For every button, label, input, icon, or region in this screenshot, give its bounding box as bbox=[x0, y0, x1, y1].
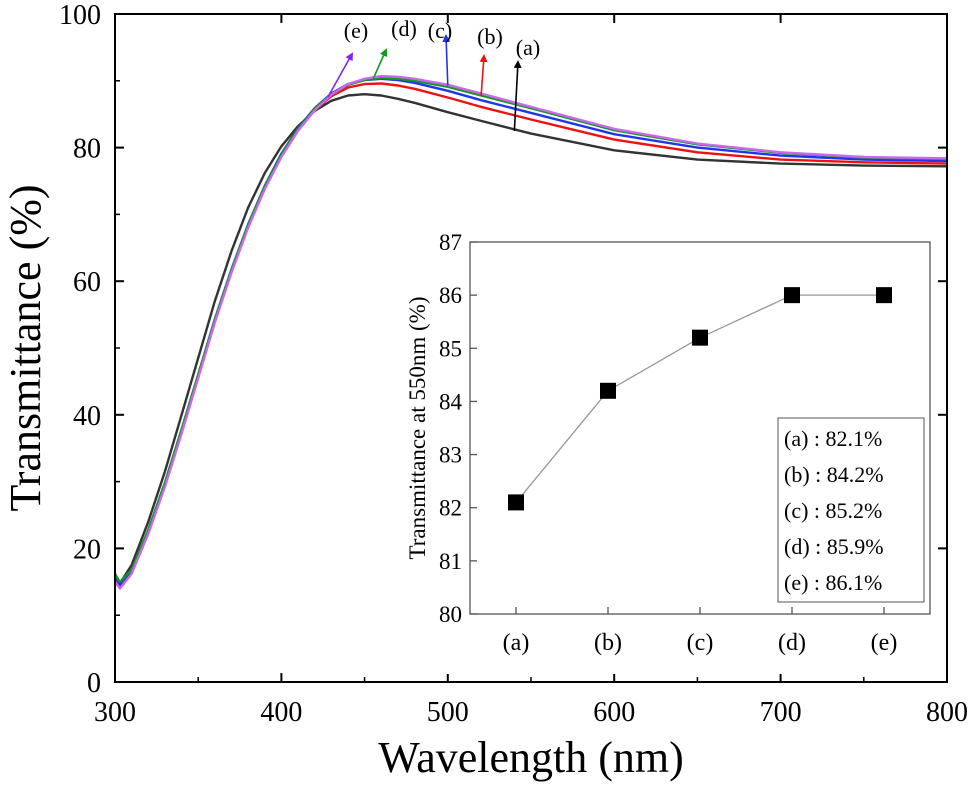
curve-annotations: (a) (b) (c) (d) (e) bbox=[327, 16, 540, 131]
inset-marker-d bbox=[784, 287, 800, 304]
annotation-arrow-c bbox=[442, 34, 451, 86]
inset-marker-a bbox=[508, 494, 524, 511]
legend-entry-c: (c) : 85.2% bbox=[784, 498, 882, 523]
y-tick-label: 40 bbox=[73, 401, 101, 432]
legend-entry-a: (a) : 82.1% bbox=[784, 426, 882, 451]
x-tick-label: 300 bbox=[94, 697, 136, 728]
inset-y-tick-label: 84 bbox=[439, 389, 463, 414]
inset-y-tick-label: 86 bbox=[439, 283, 462, 308]
inset-marker-b bbox=[600, 382, 616, 399]
series-line-e bbox=[114, 74, 948, 590]
inset-y-tick-label: 87 bbox=[439, 230, 462, 255]
inset-legend-box bbox=[777, 417, 925, 603]
annotation-arrow-d bbox=[372, 48, 388, 80]
annotation-label-a: (a) bbox=[516, 35, 540, 60]
inset-legend: (a) : 82.1% (b) : 84.2% (c) : 85.2% (d) … bbox=[777, 417, 925, 603]
y-tick-label: 60 bbox=[73, 267, 101, 298]
main-axis-ticks: 300 400 500 600 700 800 0 20 40 60 80 100 bbox=[59, 0, 968, 728]
inset-y-tick-label: 83 bbox=[439, 443, 462, 468]
inset-y-tick-label: 82 bbox=[439, 496, 462, 521]
annotation-arrow-e bbox=[327, 52, 353, 98]
series-line-a bbox=[113, 92, 948, 585]
inset-x-tick-label: (e) bbox=[871, 630, 898, 656]
y-tick-label: 0 bbox=[87, 668, 101, 699]
inset-x-tick-label: (a) bbox=[503, 630, 530, 656]
annotation-label-e: (e) bbox=[344, 18, 368, 43]
legend-entry-b: (b) : 84.2% bbox=[784, 462, 884, 487]
main-series-group bbox=[113, 74, 948, 590]
x-tick-label: 600 bbox=[593, 697, 635, 728]
inset-axis-ticks: 80 81 82 83 84 85 86 87 (a) (b) (c) (d) (e) bbox=[439, 230, 897, 656]
x-tick-label: 800 bbox=[926, 697, 968, 728]
inset-plot: 80 81 82 83 84 85 86 87 (a) (b) (c) (d) (e) Transmit… bbox=[400, 228, 938, 674]
inset-y-axis-label: Transmittance at 550nm (%) bbox=[405, 297, 430, 560]
legend-entry-d: (d) : 85.9% bbox=[784, 534, 884, 559]
inset-x-tick-label: (b) bbox=[594, 630, 622, 656]
inset-x-tick-label: (d) bbox=[778, 630, 806, 656]
annotation-arrow-a bbox=[513, 60, 522, 131]
annotation-label-b: (b) bbox=[477, 24, 503, 49]
annotation-arrow-b bbox=[479, 54, 488, 97]
inset-x-tick-label: (c) bbox=[687, 630, 714, 656]
y-tick-label: 20 bbox=[73, 534, 101, 565]
main-y-axis-label: Transmittance (%) bbox=[1, 184, 50, 511]
inset-series-group bbox=[508, 287, 892, 511]
inset-y-tick-label: 80 bbox=[439, 602, 462, 627]
annotation-label-d: (d) bbox=[391, 16, 417, 41]
x-tick-label: 400 bbox=[260, 697, 302, 728]
y-tick-label: 80 bbox=[73, 134, 101, 165]
x-tick-label: 500 bbox=[427, 697, 469, 728]
main-x-axis-label: Wavelength (nm) bbox=[378, 733, 684, 782]
legend-entry-e: (e) : 86.1% bbox=[784, 570, 882, 595]
inset-y-tick-label: 85 bbox=[439, 336, 462, 361]
inset-y-tick-label: 81 bbox=[439, 549, 462, 574]
inset-marker-c bbox=[692, 329, 708, 346]
inset-marker-e bbox=[876, 287, 892, 304]
annotation-label-c: (c) bbox=[428, 18, 452, 43]
x-tick-label: 700 bbox=[760, 697, 802, 728]
y-tick-label: 100 bbox=[59, 0, 101, 31]
